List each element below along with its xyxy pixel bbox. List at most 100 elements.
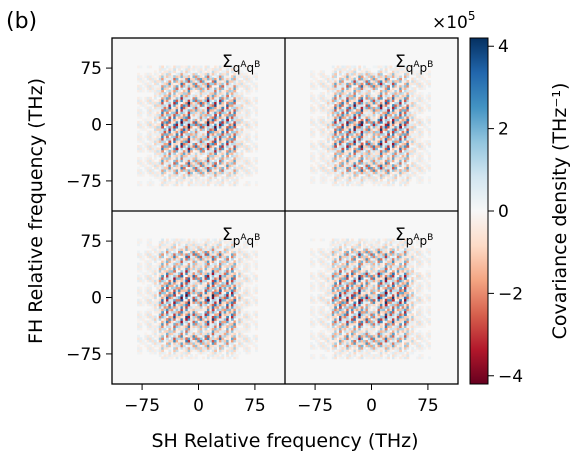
heat-cell <box>238 132 242 136</box>
heat-cell <box>214 75 217 78</box>
heat-cell <box>428 142 431 146</box>
heat-cell <box>331 135 335 139</box>
heat-cell <box>204 320 208 324</box>
heat-cell <box>180 128 184 131</box>
heat-cell <box>336 96 340 100</box>
heat-cell <box>406 99 410 103</box>
heat-cell <box>173 183 177 187</box>
heat-cell <box>235 144 239 148</box>
heat-cell <box>240 322 244 326</box>
heat-cell <box>137 77 140 81</box>
heat-cell <box>355 72 359 76</box>
heat-cell <box>413 72 417 76</box>
heat-cell <box>243 320 246 324</box>
heat-cell <box>139 183 143 187</box>
heat-cell <box>416 142 419 146</box>
heat-cell <box>173 313 177 316</box>
heat-cell <box>187 159 191 163</box>
heat-cell <box>170 305 174 309</box>
heat-cell <box>235 315 239 319</box>
heat-cell <box>226 339 229 343</box>
heat-cell <box>199 332 203 336</box>
heat-cell <box>326 128 330 131</box>
heat-cell <box>245 132 249 136</box>
heat-cell <box>406 130 410 134</box>
heat-cell <box>182 111 186 115</box>
heat-cell <box>218 77 222 81</box>
heat-cell <box>351 65 354 69</box>
heat-cell <box>312 152 316 155</box>
heat-cell <box>375 111 378 115</box>
heat-cell <box>190 173 193 177</box>
heat-cell <box>209 89 213 93</box>
heat-cell <box>391 137 395 141</box>
heat-cell <box>149 144 152 148</box>
heat-cell <box>252 84 256 88</box>
heat-cell <box>146 166 150 170</box>
heat-cell <box>206 137 210 141</box>
heat-cell <box>403 92 407 95</box>
heat-cell <box>218 123 222 127</box>
heat-cell <box>161 101 164 105</box>
heat-cell <box>146 315 150 319</box>
heat-cell <box>170 101 174 105</box>
heat-cell <box>214 332 217 336</box>
heat-cell <box>180 72 184 76</box>
heat-cell <box>365 164 369 168</box>
heat-cell <box>223 82 227 86</box>
heat-cell <box>346 72 350 76</box>
heat-cell <box>331 96 335 100</box>
heat-cell <box>235 152 239 155</box>
heat-cell <box>235 118 239 122</box>
heat-cell <box>322 82 325 86</box>
heat-cell <box>351 99 354 103</box>
heat-cell <box>406 128 410 131</box>
heat-cell <box>158 128 162 131</box>
heat-cell <box>166 108 169 112</box>
heat-cell <box>187 152 191 155</box>
heat-cell <box>240 329 244 333</box>
heat-cell <box>375 77 378 81</box>
heat-cell <box>173 176 177 180</box>
heat-cell <box>358 135 362 139</box>
heat-cell <box>255 99 258 103</box>
heat-cell <box>187 169 191 172</box>
heat-cell <box>194 106 198 110</box>
heat-cell <box>329 171 333 175</box>
heat-cell <box>343 164 347 168</box>
heat-cell <box>394 164 398 168</box>
heat-cell <box>182 106 186 110</box>
heat-cell <box>156 113 160 117</box>
heat-cell <box>163 156 167 160</box>
heat-cell <box>247 125 251 129</box>
heat-cell <box>218 118 222 122</box>
heat-cell <box>228 327 232 331</box>
heat-cell <box>348 111 352 115</box>
heat-cell <box>223 94 227 98</box>
heat-cell <box>158 99 162 103</box>
heat-cell <box>348 67 352 71</box>
heat-cell <box>158 108 162 112</box>
heat-cell <box>228 82 232 86</box>
heat-cell <box>394 65 398 69</box>
heat-cell <box>428 75 431 78</box>
heat-cell <box>329 159 333 163</box>
heat-cell <box>408 142 412 146</box>
heat-cell <box>401 147 405 151</box>
heat-cell <box>137 349 140 353</box>
heat-cell <box>156 173 160 177</box>
heat-cell <box>141 149 145 153</box>
heat-cell <box>202 140 205 143</box>
heat-cell <box>139 144 143 148</box>
heat-cell <box>202 72 205 76</box>
heat-cell <box>194 301 198 304</box>
heat-cell <box>423 140 427 143</box>
heat-cell <box>149 334 152 338</box>
heat-cell <box>353 171 357 175</box>
heat-cell <box>334 84 337 88</box>
heat-cell <box>153 325 157 328</box>
heat-cell <box>238 161 242 165</box>
heat-cell <box>209 332 213 336</box>
heat-cell <box>358 137 362 141</box>
heat-cell <box>216 123 220 127</box>
